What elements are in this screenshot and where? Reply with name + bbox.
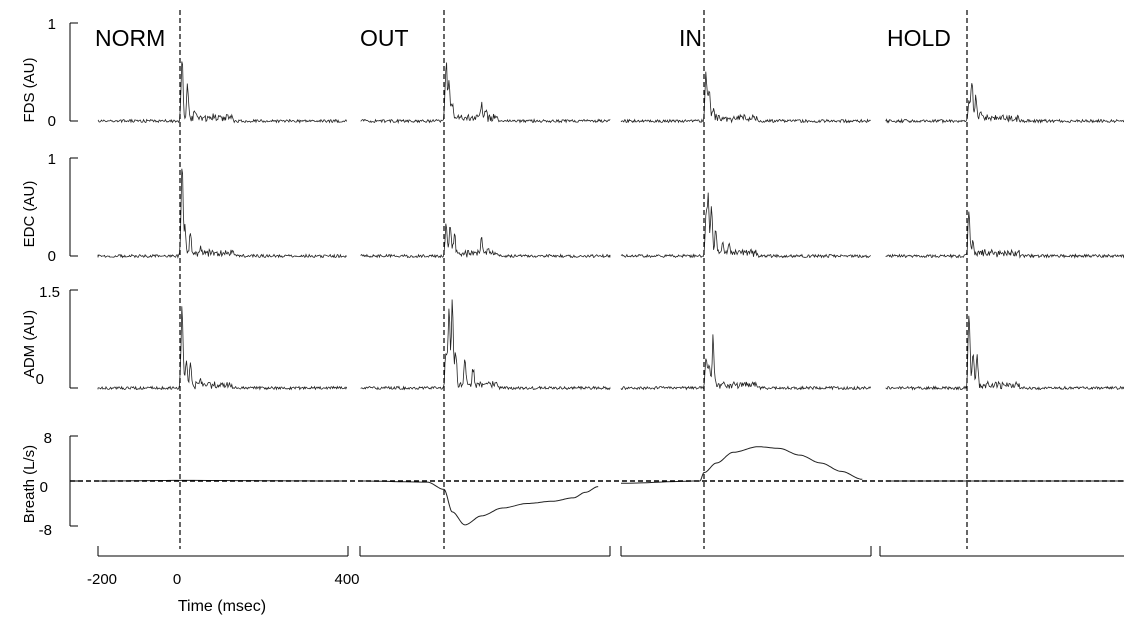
traces xyxy=(97,61,1124,526)
trace-fds-in xyxy=(620,71,871,124)
trace-edc-norm xyxy=(97,168,347,259)
trace-breath-out xyxy=(360,480,599,526)
condition-label-norm: NORM xyxy=(95,25,165,51)
x-tick-0: 0 xyxy=(173,571,181,588)
y-tick-edc-0: 0 xyxy=(48,248,56,265)
y-label-breath: Breath (L/s) xyxy=(21,445,38,523)
stimulus-markers xyxy=(70,10,1124,549)
y-label-adm: ADM (AU) xyxy=(21,310,38,378)
y-tick-fds-0: 0 xyxy=(48,113,56,130)
condition-label-in: IN xyxy=(679,25,702,51)
trace-breath-in xyxy=(620,446,863,484)
condition-label-out: OUT xyxy=(360,25,409,51)
trace-adm-norm xyxy=(97,306,348,391)
trace-edc-in xyxy=(620,192,871,259)
x-tick-neg200: -200 xyxy=(87,571,117,588)
trace-adm-hold xyxy=(885,315,1124,391)
trace-adm-out xyxy=(360,299,611,391)
y-tick-breath-8: 8 xyxy=(44,430,52,447)
y-label-fds: FDS (AU) xyxy=(21,58,38,123)
trace-edc-hold xyxy=(885,211,1124,259)
y-tick-adm-1.5: 1.5 xyxy=(39,284,60,301)
trace-fds-hold xyxy=(885,83,1124,124)
y-tick-adm-0: 0 xyxy=(36,371,44,388)
trace-fds-out xyxy=(360,62,611,124)
y-tick-edc-1: 1 xyxy=(48,151,56,168)
x-tick-400: 400 xyxy=(334,571,359,588)
y-tick-breath-0: 0 xyxy=(40,479,48,496)
trace-adm-in xyxy=(620,334,872,391)
y-tick-breath-neg8: -8 xyxy=(39,522,52,539)
x-axis-label: Time (msec) xyxy=(178,598,266,615)
trace-edc-out xyxy=(360,223,611,259)
y-label-edc: EDC (AU) xyxy=(21,181,38,248)
y-tick-fds-1: 1 xyxy=(48,16,56,33)
condition-label-hold: HOLD xyxy=(887,25,951,51)
trace-breath-norm xyxy=(98,479,347,482)
axes xyxy=(69,22,1124,557)
trace-fds-norm xyxy=(97,61,348,124)
